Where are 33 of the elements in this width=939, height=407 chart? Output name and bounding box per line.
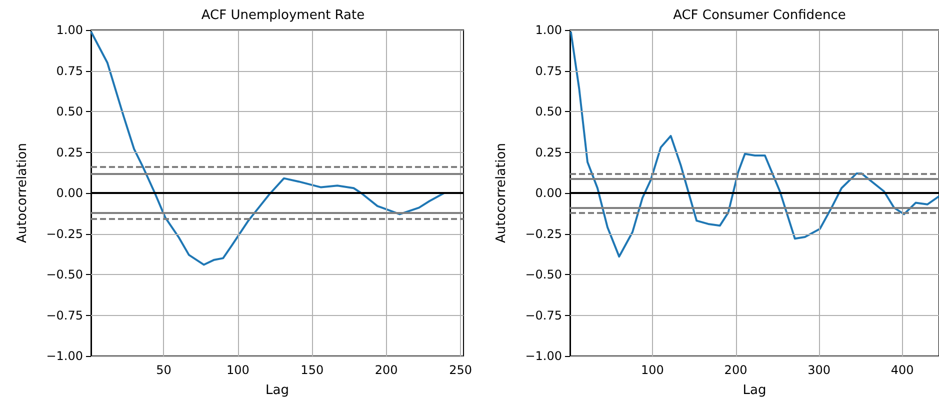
- x-tick-label: 400: [890, 363, 914, 377]
- y-tick-label: 0.00: [535, 186, 562, 200]
- y-tick-label: −0.75: [525, 308, 562, 322]
- y-tick-label: −0.25: [46, 226, 83, 241]
- x-tick-label: 300: [808, 363, 831, 377]
- y-tick-label: −0.50: [525, 268, 562, 282]
- y-tick-label: −0.50: [46, 268, 83, 282]
- y-tick-label: −0.75: [46, 308, 83, 322]
- x-axis-title: Lag: [266, 383, 289, 398]
- y-tick-label: 0.50: [535, 104, 562, 118]
- y-tick-label: −0.25: [525, 226, 562, 241]
- y-tick-label: 0.25: [535, 145, 562, 160]
- x-tick-label: 50: [156, 363, 172, 377]
- y-tick-label: −1.00: [46, 349, 83, 363]
- x-tick-label: 100: [641, 363, 664, 377]
- chart-title: ACF Consumer Confidence: [673, 8, 846, 23]
- x-tick-label: 100: [226, 363, 250, 377]
- y-tick-label: 0.75: [56, 64, 83, 78]
- x-tick-label: 200: [374, 363, 398, 377]
- y-tick-label: 0.75: [535, 64, 562, 78]
- y-tick-label: 0.00: [56, 186, 83, 200]
- y-tick-label: 0.50: [56, 104, 83, 118]
- chart-title: ACF Unemployment Rate: [201, 8, 365, 23]
- y-tick-label: 1.00: [56, 23, 83, 37]
- x-tick-label: 200: [724, 363, 748, 377]
- x-tick-label: 250: [449, 363, 472, 377]
- x-tick-label: 150: [300, 363, 324, 377]
- y-axis-title: Autocorrelation: [494, 143, 509, 243]
- y-axis-title: Autocorrelation: [15, 143, 30, 243]
- y-tick-label: 0.25: [56, 145, 83, 160]
- y-tick-label: −1.00: [525, 349, 562, 363]
- x-axis-title: Lag: [742, 383, 766, 398]
- y-tick-label: 1.00: [535, 23, 562, 37]
